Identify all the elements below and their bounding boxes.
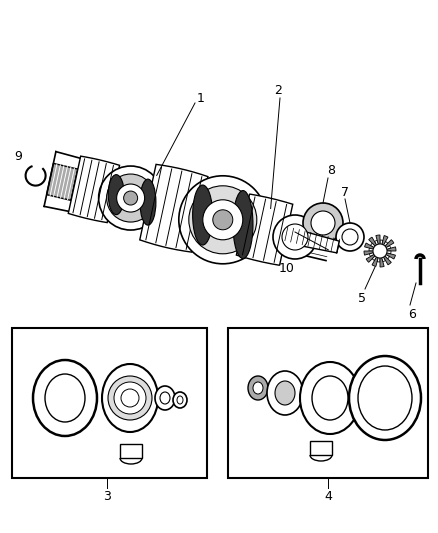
Ellipse shape xyxy=(108,376,152,420)
Wedge shape xyxy=(380,251,391,265)
Polygon shape xyxy=(112,186,196,223)
Ellipse shape xyxy=(193,185,212,245)
Wedge shape xyxy=(380,251,391,254)
Text: 8: 8 xyxy=(327,165,335,177)
Ellipse shape xyxy=(155,386,175,410)
Ellipse shape xyxy=(173,392,187,408)
Ellipse shape xyxy=(248,376,268,400)
Ellipse shape xyxy=(358,366,412,430)
Ellipse shape xyxy=(114,382,146,414)
Wedge shape xyxy=(376,235,380,251)
Ellipse shape xyxy=(102,364,158,432)
Ellipse shape xyxy=(160,392,170,404)
Ellipse shape xyxy=(336,223,364,251)
Ellipse shape xyxy=(273,215,317,259)
Text: 9: 9 xyxy=(14,150,22,164)
Ellipse shape xyxy=(99,166,162,230)
Bar xyxy=(228,328,428,478)
Polygon shape xyxy=(68,156,120,223)
Ellipse shape xyxy=(106,174,155,222)
Polygon shape xyxy=(237,194,293,265)
Ellipse shape xyxy=(45,374,85,422)
Ellipse shape xyxy=(312,376,348,420)
Ellipse shape xyxy=(33,360,97,436)
Ellipse shape xyxy=(300,362,360,434)
Wedge shape xyxy=(380,251,389,259)
Polygon shape xyxy=(46,157,342,264)
Wedge shape xyxy=(369,237,380,251)
Ellipse shape xyxy=(108,175,124,215)
Wedge shape xyxy=(380,236,388,251)
Circle shape xyxy=(373,244,387,258)
Wedge shape xyxy=(380,240,383,251)
Ellipse shape xyxy=(124,191,138,205)
Ellipse shape xyxy=(117,184,145,212)
Wedge shape xyxy=(380,246,391,251)
Wedge shape xyxy=(366,251,380,262)
Ellipse shape xyxy=(140,179,156,225)
Ellipse shape xyxy=(116,384,144,412)
Text: 6: 6 xyxy=(408,309,416,321)
Ellipse shape xyxy=(177,396,183,404)
Wedge shape xyxy=(380,251,384,267)
Wedge shape xyxy=(377,251,380,262)
Bar xyxy=(120,444,142,458)
Ellipse shape xyxy=(275,381,295,405)
Text: 4: 4 xyxy=(324,490,332,504)
Wedge shape xyxy=(380,247,396,251)
Polygon shape xyxy=(140,164,208,252)
Wedge shape xyxy=(372,251,380,266)
Text: 10: 10 xyxy=(279,262,295,276)
Ellipse shape xyxy=(303,203,343,243)
Text: 5: 5 xyxy=(358,293,366,305)
Text: 1: 1 xyxy=(197,92,205,104)
Wedge shape xyxy=(364,251,380,255)
Ellipse shape xyxy=(282,224,308,250)
Wedge shape xyxy=(371,243,380,251)
Bar xyxy=(12,328,207,478)
Wedge shape xyxy=(374,240,380,251)
Wedge shape xyxy=(380,251,385,262)
Ellipse shape xyxy=(311,211,335,235)
Text: 3: 3 xyxy=(103,490,111,504)
Ellipse shape xyxy=(123,391,137,405)
Wedge shape xyxy=(364,243,380,251)
Text: 2: 2 xyxy=(274,85,282,98)
Wedge shape xyxy=(380,251,396,259)
Ellipse shape xyxy=(233,191,253,259)
Ellipse shape xyxy=(179,176,267,264)
Ellipse shape xyxy=(349,356,421,440)
Polygon shape xyxy=(284,227,339,253)
Ellipse shape xyxy=(253,382,263,394)
Polygon shape xyxy=(46,163,78,200)
Wedge shape xyxy=(380,241,388,251)
Ellipse shape xyxy=(213,210,233,230)
Bar xyxy=(310,441,332,455)
Text: 7: 7 xyxy=(341,185,349,198)
Wedge shape xyxy=(372,251,380,261)
Ellipse shape xyxy=(267,371,303,415)
Ellipse shape xyxy=(203,200,243,240)
Ellipse shape xyxy=(121,389,139,407)
Wedge shape xyxy=(369,251,380,256)
Ellipse shape xyxy=(342,229,358,245)
Wedge shape xyxy=(369,248,380,251)
Wedge shape xyxy=(380,240,394,251)
Ellipse shape xyxy=(189,186,257,254)
